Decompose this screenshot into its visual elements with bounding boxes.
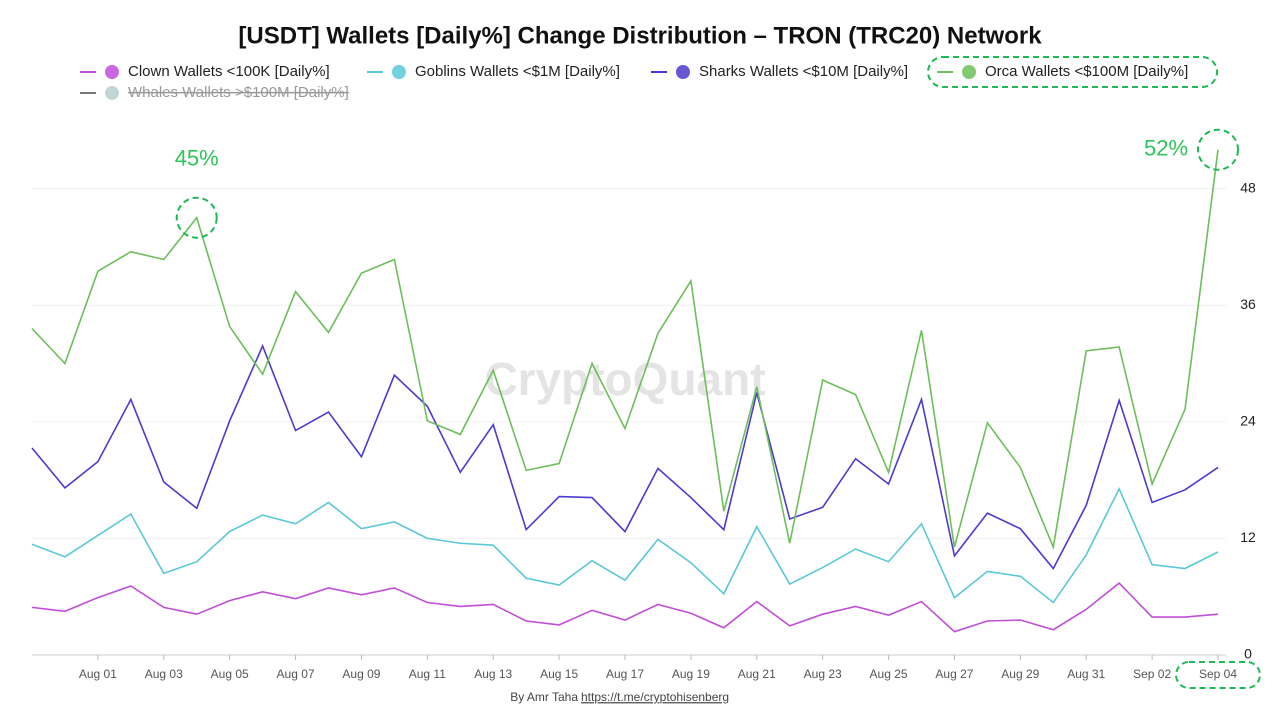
x-tick-label: Aug 11 [409,667,446,681]
legend-icon [105,65,119,79]
highlight [927,56,1218,88]
highlight-circle [175,196,218,239]
y-tick-label: 0 [1244,646,1252,662]
x-tick-label: Aug 19 [672,667,710,681]
x-tick-label: Aug 15 [540,667,578,681]
x-tick-label: Aug 21 [738,667,776,681]
legend-icon [105,86,119,100]
y-tick-label: 24 [1240,412,1256,428]
x-tick-label: Aug 29 [1001,667,1039,681]
legend-icon [676,65,690,79]
legend-label: Sharks Wallets <$10M [Daily%] [699,63,908,80]
x-tick-label: Aug 03 [145,667,183,681]
y-tick-label: 48 [1240,179,1256,195]
series-line [31,343,1219,570]
legend-icon [392,65,406,79]
data-label: 52% [1144,136,1188,161]
data-label: 45% [175,146,219,171]
x-tick-label: Aug 27 [935,667,973,681]
chart-title: [USDT] Wallets [Daily%] Change Distribut… [238,22,1042,49]
credit-link[interactable]: https://t.me/cryptohisenberg [581,690,729,704]
y-tick-label: 36 [1240,296,1256,312]
legend-label: Clown Wallets <100K [Daily%] [128,63,330,80]
x-tick-label: Aug 07 [277,667,315,681]
series-line [31,486,1219,604]
legend-label: Goblins Wallets <$1M [Daily%] [415,63,620,80]
y-tick-label: 12 [1240,529,1256,545]
x-tick-label: Aug 09 [342,667,380,681]
x-tick-label: Sep 04 [1199,667,1237,681]
legend-icon [962,65,976,79]
x-tick-label: Aug 05 [211,667,249,681]
watermark: CryptoQuant [484,353,765,405]
legend-label: Orca Wallets <$100M [Daily%] [985,63,1188,80]
x-tick-label: Aug 23 [804,667,842,681]
x-tick-label: Sep 02 [1133,667,1171,681]
x-tick-label: Aug 25 [870,667,908,681]
credit: By Amr Taha [510,690,578,704]
series-line [31,582,1219,633]
series-line [31,149,1219,551]
x-tick-label: Aug 31 [1067,667,1105,681]
x-tick-label: Aug 01 [79,667,117,681]
x-tick-label: Aug 17 [606,667,644,681]
legend-label: Whales Wallets >$100M [Daily%] [128,84,349,101]
highlight-circle [1197,128,1239,171]
x-tick-label: Aug 13 [474,667,512,681]
